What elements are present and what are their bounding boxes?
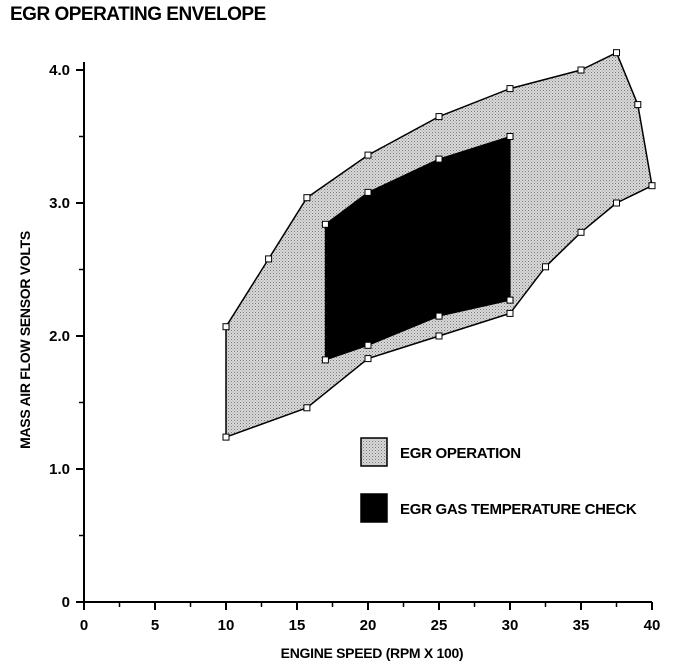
vertex-egr-operation-5 <box>506 85 514 93</box>
vertex-egr-gas-temperature-check-0 <box>321 220 329 228</box>
vertex-egr-operation-11 <box>577 228 585 236</box>
x-tick-label-40: 40 <box>644 617 661 634</box>
x-tick-label-0: 0 <box>80 617 88 634</box>
x-tick-label-30: 30 <box>502 617 519 634</box>
x-tick-label-10: 10 <box>218 617 235 634</box>
legend-label-egr-gas-temperature-check: EGR GAS TEMPERATURE CHECK <box>400 501 637 518</box>
vertex-egr-gas-temperature-check-6 <box>364 341 372 349</box>
vertex-egr-operation-17 <box>222 433 230 441</box>
legend: EGR OPERATION EGR GAS TEMPERATURE CHECK <box>360 437 637 523</box>
x-tick-label-35: 35 <box>573 617 590 634</box>
vertex-egr-operation-10 <box>613 199 620 207</box>
vertex-egr-operation-15 <box>364 355 372 363</box>
vertex-egr-gas-temperature-check-3 <box>506 133 514 140</box>
vertex-egr-gas-temperature-check-7 <box>321 356 329 364</box>
legend-label-egr-operation: EGR OPERATION <box>400 445 521 462</box>
y-tick-label-0: 0 <box>62 594 70 611</box>
x-axis-title: ENGINE SPEED (RPM X 100) <box>281 645 464 661</box>
vertex-egr-gas-temperature-check-2 <box>435 155 443 163</box>
y-tick-label-3.0: 3.0 <box>49 195 70 212</box>
vertex-egr-operation-13 <box>506 309 514 317</box>
legend-swatch-egr-gas-temperature-check <box>360 493 388 523</box>
vertex-egr-operation-4 <box>435 113 443 121</box>
x-tick-label-15: 15 <box>289 617 306 634</box>
vertex-egr-operation-3 <box>364 151 372 159</box>
y-tick-label-4.0: 4.0 <box>49 62 70 79</box>
chart-title: EGR OPERATING ENVELOPE <box>10 4 266 25</box>
vertex-egr-operation-9 <box>648 182 656 190</box>
vertex-egr-operation-0 <box>222 323 230 331</box>
y-tick-label-1.0: 1.0 <box>49 461 70 478</box>
vertex-egr-operation-14 <box>435 332 443 340</box>
y-tick-label-2.0: 2.0 <box>49 328 70 345</box>
legend-swatch-egr-operation <box>360 437 388 467</box>
vertex-egr-operation-12 <box>542 263 549 271</box>
vertex-egr-operation-2 <box>303 194 311 202</box>
x-tick-label-20: 20 <box>360 617 377 634</box>
x-tick-label-25: 25 <box>431 617 448 634</box>
x-tick-label-5: 5 <box>151 617 159 634</box>
vertex-egr-operation-8 <box>634 101 642 109</box>
vertex-egr-operation-1 <box>265 255 273 263</box>
vertex-egr-operation-6 <box>577 66 585 74</box>
vertex-egr-operation-16 <box>303 404 311 412</box>
vertex-egr-operation-7 <box>613 49 620 57</box>
vertex-egr-gas-temperature-check-5 <box>435 312 443 320</box>
vertex-egr-gas-temperature-check-4 <box>506 296 514 304</box>
y-axis-title: MASS AIR FLOW SENSOR VOLTS <box>17 231 33 449</box>
vertex-egr-gas-temperature-check-1 <box>364 188 372 196</box>
